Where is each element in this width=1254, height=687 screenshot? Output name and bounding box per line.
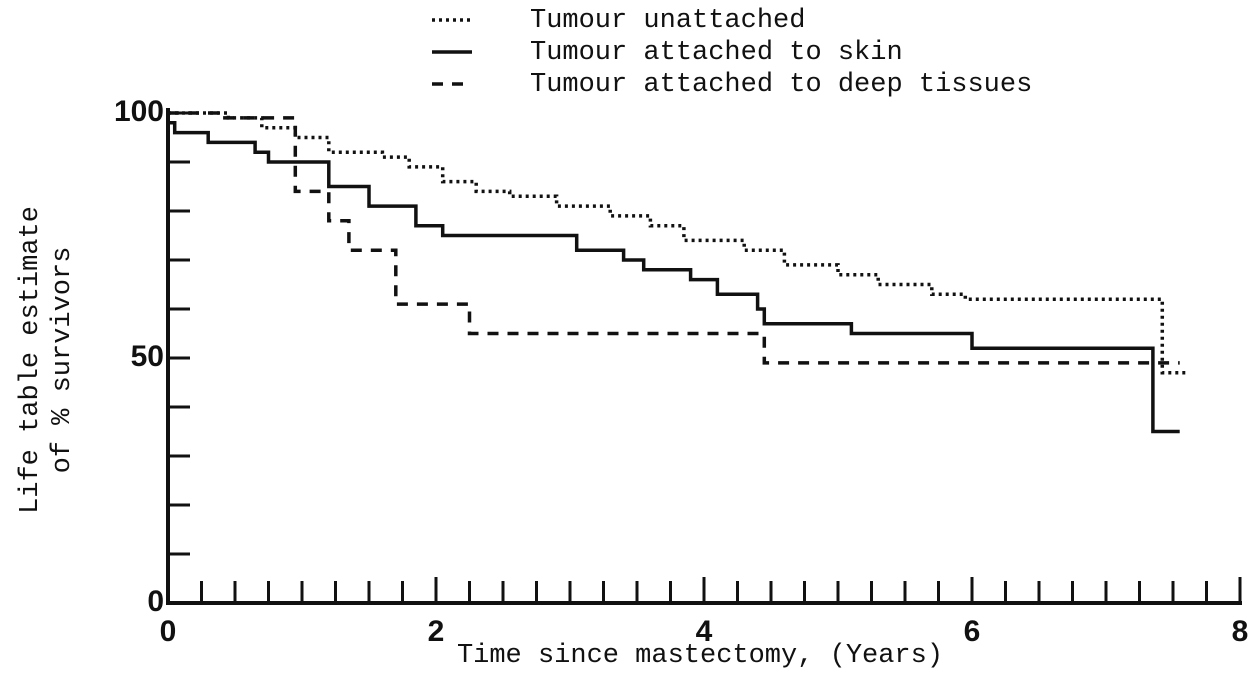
x-axis-label: Time since mastectomy, (Years) xyxy=(457,641,943,671)
x-tick-label: 0 xyxy=(160,615,177,648)
survival-curve xyxy=(168,121,1180,434)
y-tick-label: 50 xyxy=(131,340,164,373)
y-tick-label: 0 xyxy=(147,585,164,618)
x-tick-label: 6 xyxy=(964,615,981,648)
y-axis-label: of % survivors xyxy=(48,247,78,474)
x-tick-label: 2 xyxy=(428,615,445,648)
x-tick-label: 4 xyxy=(696,615,713,648)
legend-label: Tumour attached to skin xyxy=(530,38,903,68)
survival-curve xyxy=(168,111,1187,375)
x-tick-label: 8 xyxy=(1232,615,1249,648)
y-axis-label: Life table estimate xyxy=(16,206,46,514)
legend-label: Tumour attached to deep tissues xyxy=(530,70,1032,100)
survival-curve xyxy=(168,111,1180,365)
y-tick-label: 100 xyxy=(114,95,164,128)
legend-label: Tumour unattached xyxy=(530,6,805,36)
